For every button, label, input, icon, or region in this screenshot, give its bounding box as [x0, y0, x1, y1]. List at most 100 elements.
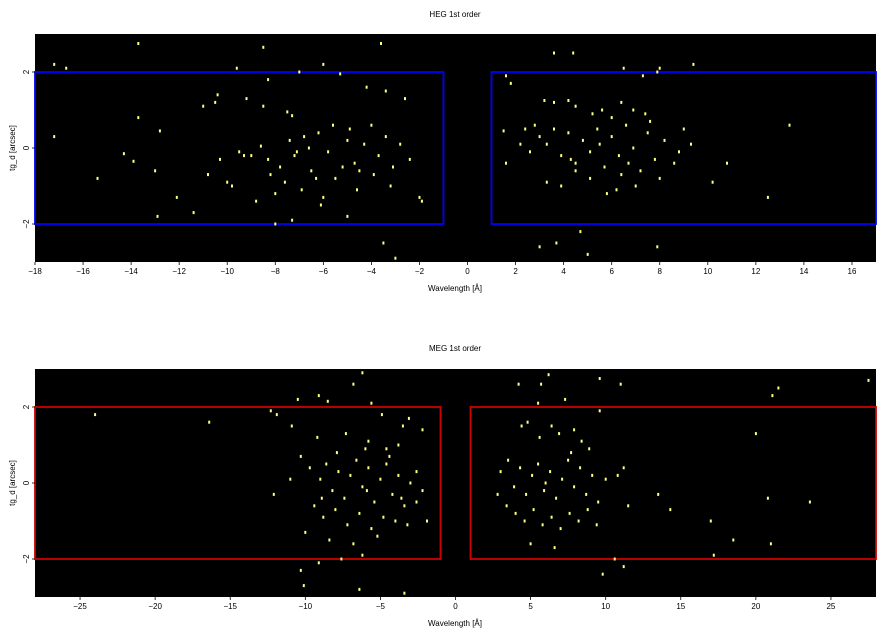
heg-point-20: [137, 116, 140, 120]
heg-point-4: [65, 66, 68, 70]
meg-point-53: [376, 534, 379, 538]
heg-point-57: [389, 184, 392, 188]
meg-point-61: [415, 500, 418, 504]
heg-x-tick-label-2: −14: [124, 267, 138, 276]
heg-point-36: [310, 169, 313, 173]
heg-point-101: [533, 123, 536, 127]
meg-point-25: [337, 470, 340, 474]
heg-point-58: [255, 199, 258, 203]
meg-point-4: [370, 401, 373, 405]
heg-point-41: [353, 161, 356, 165]
meg-points: [94, 371, 870, 595]
meg-point-84: [538, 435, 541, 439]
heg-point-51: [231, 184, 233, 188]
heg-y-tick-label-1: 0: [22, 145, 31, 150]
meg-point-16: [344, 432, 347, 436]
heg-point-106: [567, 131, 570, 135]
meg-point-136: [570, 451, 573, 455]
meg-x-ticks: −25 −20 −15 −10 −5 0 5 10 15 20 25: [73, 597, 836, 611]
heg-point-70: [319, 203, 322, 207]
heg-point-147: [678, 150, 680, 154]
heg-point-107: [574, 161, 577, 165]
heg-point-109: [589, 150, 592, 154]
heg-point-120: [673, 161, 676, 165]
heg-point-62: [348, 127, 351, 131]
meg-x-tick-label-6: 5: [528, 602, 533, 611]
meg-point-103: [591, 473, 594, 477]
heg-x-tick-label-0: −18: [28, 267, 42, 276]
heg-point-145: [627, 161, 630, 165]
heg-point-33: [279, 165, 282, 169]
meg-point-8: [269, 409, 272, 413]
heg-x-tick-label-7: −4: [367, 267, 377, 276]
meg-y-tick-label-2: 2: [22, 404, 31, 409]
heg-point-95: [610, 116, 613, 120]
heg-x-tick-label-4: −10: [220, 267, 234, 276]
heg-point-10: [202, 104, 205, 108]
meg-point-12: [401, 424, 404, 428]
heg-point-146: [649, 119, 652, 123]
heg-point-61: [341, 165, 344, 169]
heg-point-115: [632, 146, 635, 150]
heg-panel: HEG 1st order −18 −16 −14 −12 −10 −8 −6 −4 −2 0 2 4…: [8, 10, 877, 293]
meg-point-112: [532, 508, 535, 512]
meg-point-134: [520, 424, 523, 428]
meg-point-20: [299, 454, 302, 458]
meg-point-47: [394, 519, 397, 523]
heg-point-79: [315, 176, 318, 180]
meg-point-30: [367, 466, 370, 470]
heg-point-1: [262, 45, 265, 49]
meg-point-64: [335, 451, 338, 455]
heg-point-27: [175, 195, 178, 199]
meg-point-54: [317, 561, 320, 565]
meg-point-132: [601, 572, 604, 576]
meg-point-14: [290, 424, 293, 428]
meg-point-110: [514, 511, 517, 515]
meg-point-88: [499, 470, 502, 474]
heg-point-104: [553, 127, 555, 131]
meg-point-100: [573, 485, 576, 489]
heg-x-tick-label-1: −16: [76, 267, 90, 276]
meg-point-86: [558, 432, 561, 436]
meg-point-65: [364, 447, 367, 451]
heg-point-97: [632, 108, 635, 112]
heg-point-148: [519, 142, 522, 146]
heg-point-121: [682, 127, 685, 131]
heg-point-138: [555, 241, 558, 245]
heg-point-60: [307, 146, 310, 150]
heg-point-126: [529, 150, 531, 154]
heg-point-86: [656, 70, 659, 74]
meg-point-10: [380, 413, 383, 417]
meg-point-7: [208, 420, 211, 424]
meg-point-102: [585, 492, 588, 496]
meg-point-21: [308, 466, 311, 470]
meg-point-2: [317, 394, 320, 398]
meg-point-57: [299, 568, 302, 572]
meg-point-11: [407, 416, 410, 420]
meg-point-35: [397, 473, 400, 477]
meg-point-77: [867, 378, 870, 382]
heg-x-tick-label-12: 6: [609, 267, 614, 276]
heg-y-axis-label: tg_d [arcsec]: [8, 125, 17, 171]
meg-point-63: [289, 477, 292, 481]
meg-y-ticks: −2 0 2: [22, 404, 35, 564]
heg-x-tick-label-3: −12: [172, 267, 186, 276]
heg-point-99: [502, 129, 505, 133]
meg-point-44: [358, 511, 361, 515]
meg-point-118: [586, 508, 589, 512]
heg-point-100: [524, 127, 527, 131]
heg-point-8: [339, 72, 342, 76]
heg-x-tick-label-9: 0: [465, 267, 470, 276]
heg-point-11: [214, 100, 217, 104]
heg-point-98: [644, 112, 647, 116]
heg-point-17: [365, 85, 368, 89]
heg-point-56: [358, 169, 361, 173]
heg-point-47: [399, 142, 402, 146]
heg-point-125: [505, 161, 507, 165]
meg-x-tick-label-8: 15: [676, 602, 685, 611]
heg-point-132: [620, 173, 623, 177]
meg-point-62: [426, 519, 428, 523]
heg-point-22: [53, 135, 56, 139]
heg-point-54: [300, 188, 303, 192]
meg-point-109: [505, 504, 508, 508]
